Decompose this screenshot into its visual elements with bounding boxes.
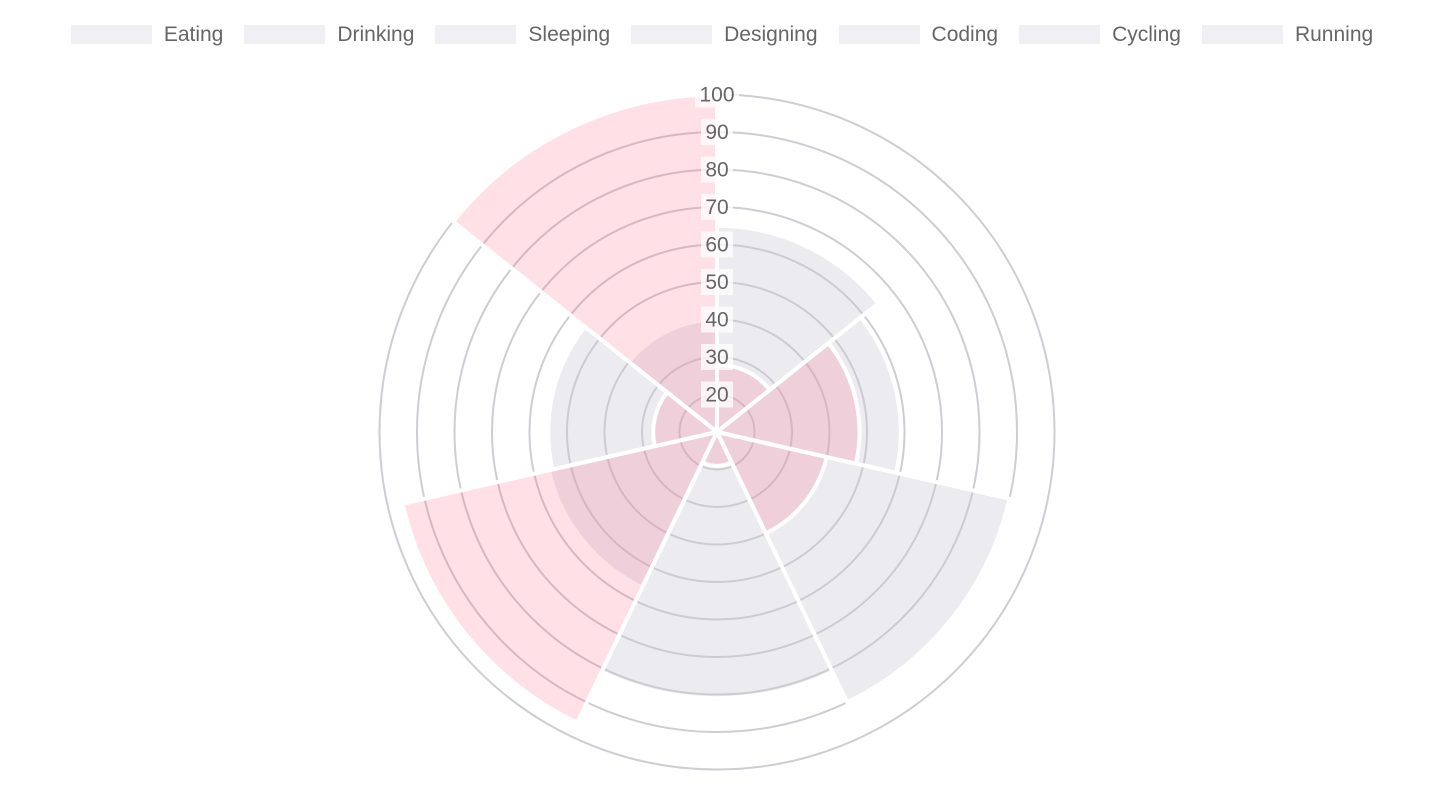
tick-backdrop [701,194,733,220]
tick-90: 90 [701,119,733,145]
tick-50: 50 [701,269,733,295]
sector-eating-gray-dataset[interactable] [715,223,881,434]
legend-swatch [435,25,517,44]
tick-label: 40 [705,309,728,332]
tick-backdrop [701,231,733,258]
legend-item-eating[interactable]: Eating [70,23,224,46]
tick-backdrop [701,381,733,408]
tick-label: 30 [705,346,728,369]
legend-item-running[interactable]: Running [1201,23,1374,46]
legend-item-drinking[interactable]: Drinking [244,24,414,45]
radial-axis-ticks: 20 30 40 50 60 70 80 90 100 [695,81,739,408]
legend-swatch [631,25,713,44]
legend-label: Running [1294,23,1374,46]
tick-20: 20 [701,381,733,408]
sector-running-pink-dataset[interactable] [451,92,719,434]
legend-swatch [70,25,152,44]
sector-coding-pink-dataset[interactable] [400,430,719,725]
series-gray-sectors [546,223,1012,705]
legend-label: Eating [163,23,224,46]
tick-backdrop [701,119,733,145]
legend-swatch [244,25,326,44]
tick-backdrop [695,81,739,108]
tick-backdrop [701,344,733,370]
sector-cycling-gray-dataset[interactable] [546,324,719,472]
tick-backdrop [701,269,733,295]
series-pink-sectors [400,92,862,725]
tick-100: 100 [695,81,739,108]
legend-swatch [1201,25,1283,44]
sector-drinking-gray-dataset[interactable] [715,315,903,475]
sector-drinking-pink-dataset[interactable] [715,341,862,466]
legend-label: Cycling [1112,23,1181,46]
tick-70: 70 [701,194,733,220]
legend-item-cycling[interactable]: Cycling [1019,24,1181,45]
tick-label: 50 [705,271,728,294]
legend-swatch [838,25,920,44]
tick-backdrop [701,156,733,183]
tick-label: 70 [705,196,728,219]
legend-label: Designing [724,23,818,46]
tick-label: 90 [705,121,728,144]
chart-legend: Eating Drinking Sleeping Designing Coding Cyc… [0,24,1444,45]
sector-sleeping-gray-dataset[interactable] [715,430,1012,705]
tick-60: 60 [701,231,733,258]
tick-80: 80 [701,156,733,183]
tick-label: 60 [705,234,728,257]
legend-label: Sleeping [528,23,611,46]
tick-label: 20 [705,384,728,407]
legend-label: Drinking [337,23,415,46]
legend-swatch [1019,25,1101,44]
tick-30: 30 [701,344,733,370]
legend-item-coding[interactable]: Coding [838,23,999,46]
tick-40: 40 [701,306,733,333]
tick-backdrop [701,306,733,333]
legend-item-sleeping[interactable]: Sleeping [435,24,610,45]
tick-label: 80 [705,159,728,182]
legend-label: Coding [931,23,999,46]
tick-label: 100 [699,84,734,107]
sector-coding-gray-dataset[interactable] [546,430,719,590]
legend-item-designing[interactable]: Designing [631,23,818,46]
sector-sleeping-pink-dataset[interactable] [715,430,829,536]
sector-designing-gray-dataset[interactable] [599,430,835,701]
